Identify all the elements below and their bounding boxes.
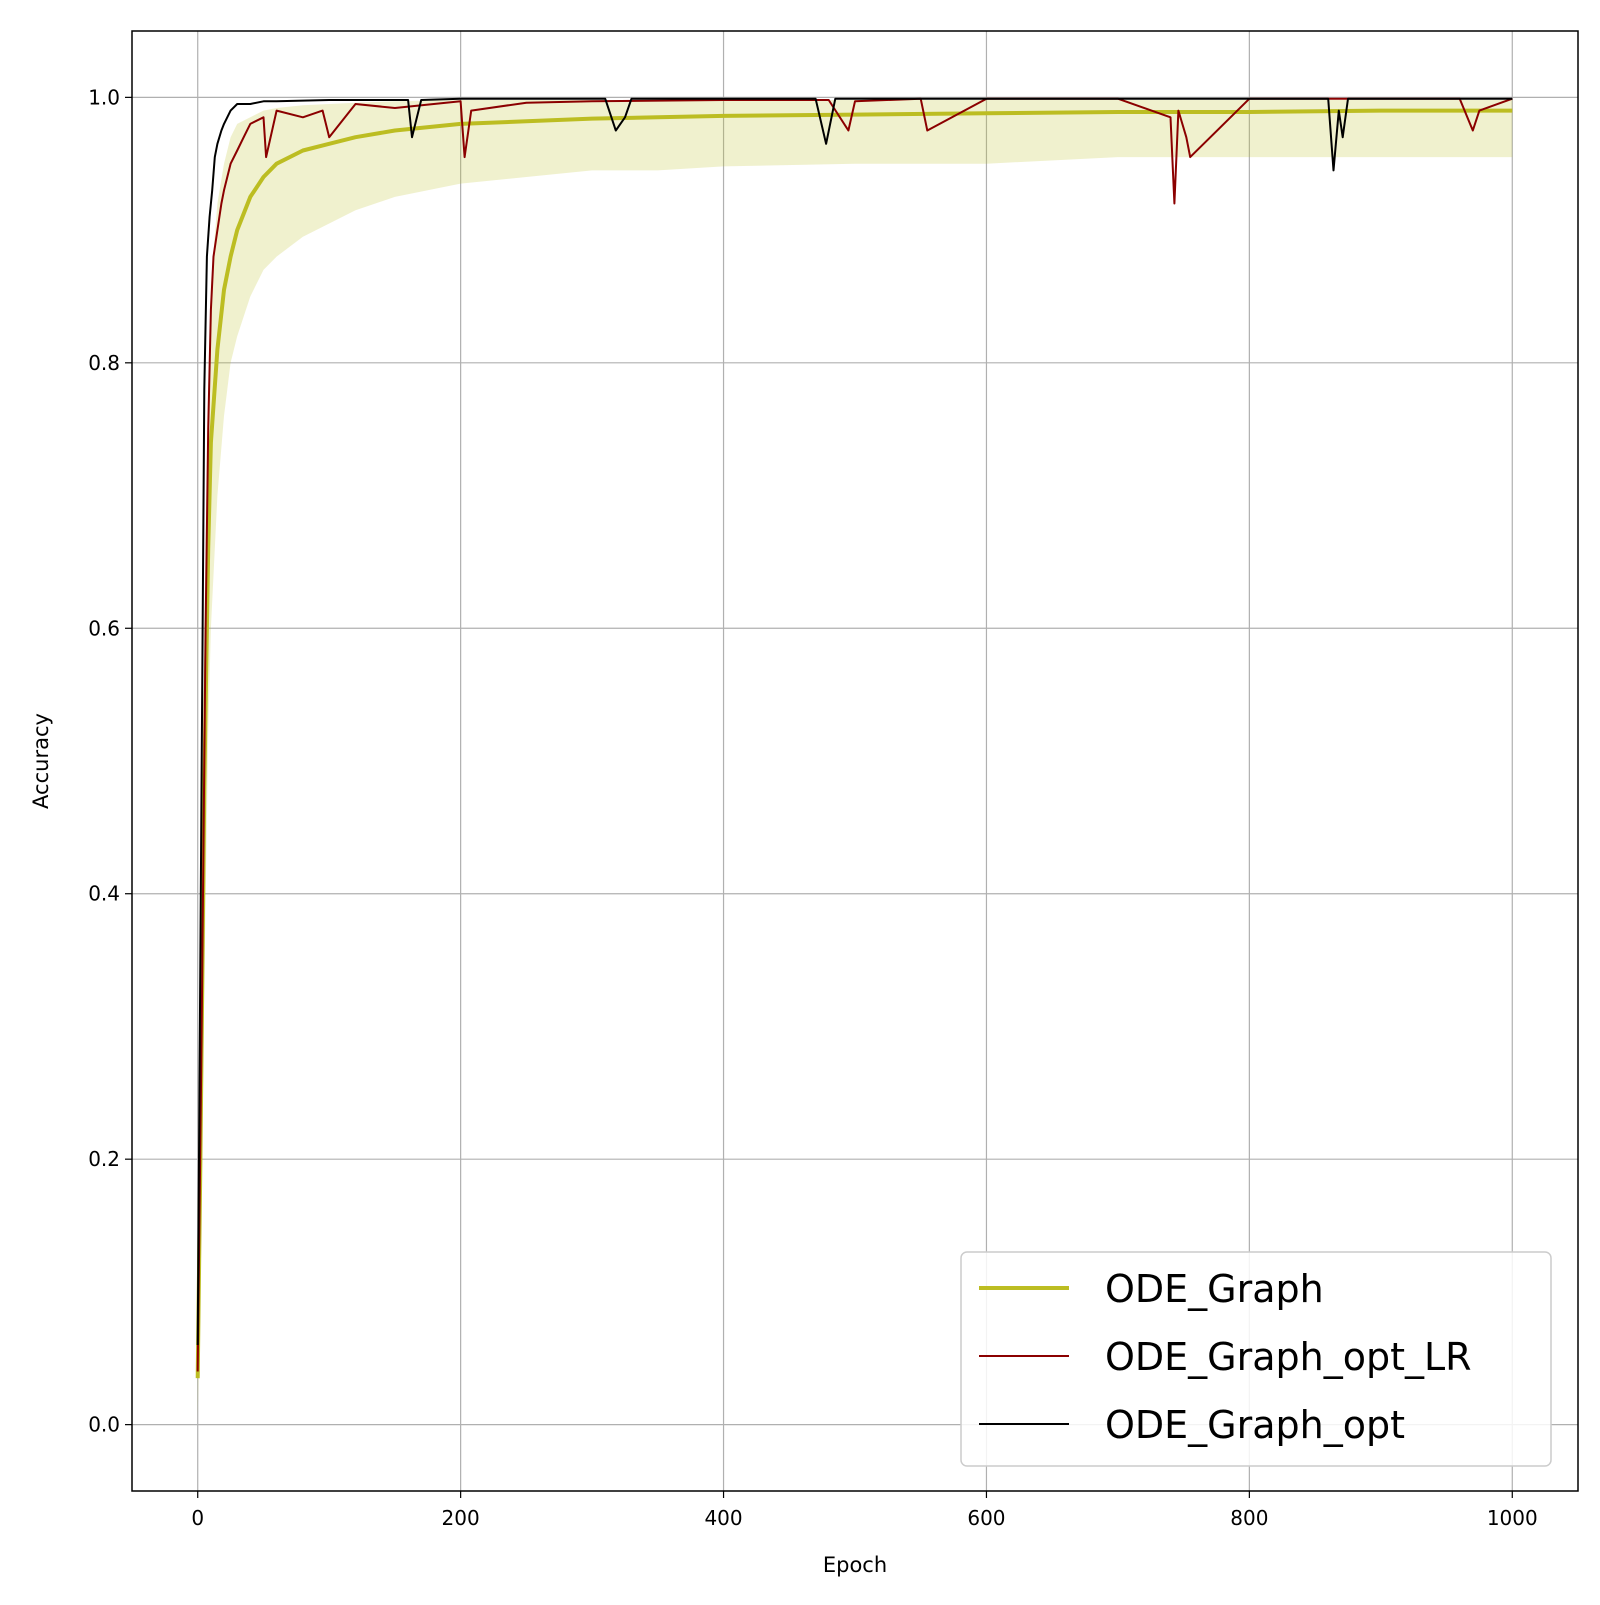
x-tick-label: 400 [704,1506,742,1530]
y-tick-label: 0.0 [88,1413,120,1437]
y-tick-label: 0.8 [88,351,120,375]
y-tick-label: 0.2 [88,1147,120,1171]
axis-ticks: 0 200 400 600 800 1000 0.0 0.2 0.4 0.6 0.8 1.0 [88,85,1538,1530]
grid [132,31,1578,1491]
y-axis-label: Accuracy [29,713,53,809]
legend-label-1: ODE_Graph_opt_LR [1105,1335,1472,1379]
series-line-1 [196,97,1513,1372]
x-tick-label: 1000 [1487,1506,1538,1530]
x-tick-label: 600 [967,1506,1005,1530]
y-tick-label: 0.4 [88,882,120,906]
plot-frame [131,30,1579,1492]
legend-label-0: ODE_Graph [1105,1267,1324,1311]
x-axis-label: Epoch [823,1553,887,1577]
legend-label-2: ODE_Graph_opt [1105,1403,1405,1447]
x-tick-label: 800 [1230,1506,1268,1530]
legend-box [960,1251,1552,1467]
series-layer [195,97,1513,1379]
y-tick-label: 1.0 [88,85,120,109]
x-tick-label: 200 [442,1506,480,1530]
series-line-2 [196,97,1513,1346]
x-tick-label: 0 [191,1506,204,1530]
y-tick-label: 0.6 [88,616,120,640]
series-line-0 [195,108,1513,1379]
legend: ODE_Graph ODE_Graph_opt_LR ODE_Graph_opt [960,1251,1552,1467]
